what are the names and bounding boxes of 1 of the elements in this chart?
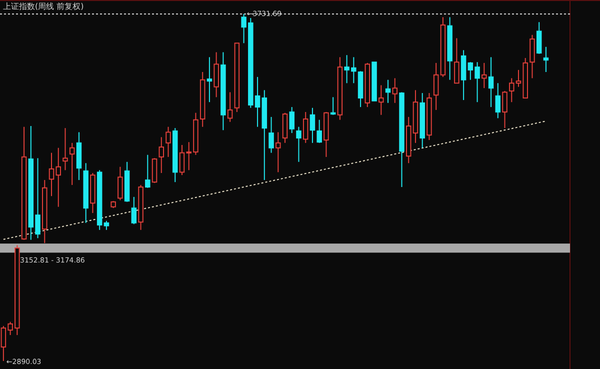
chart-title: 上证指数(周线 前复权): [3, 2, 84, 11]
